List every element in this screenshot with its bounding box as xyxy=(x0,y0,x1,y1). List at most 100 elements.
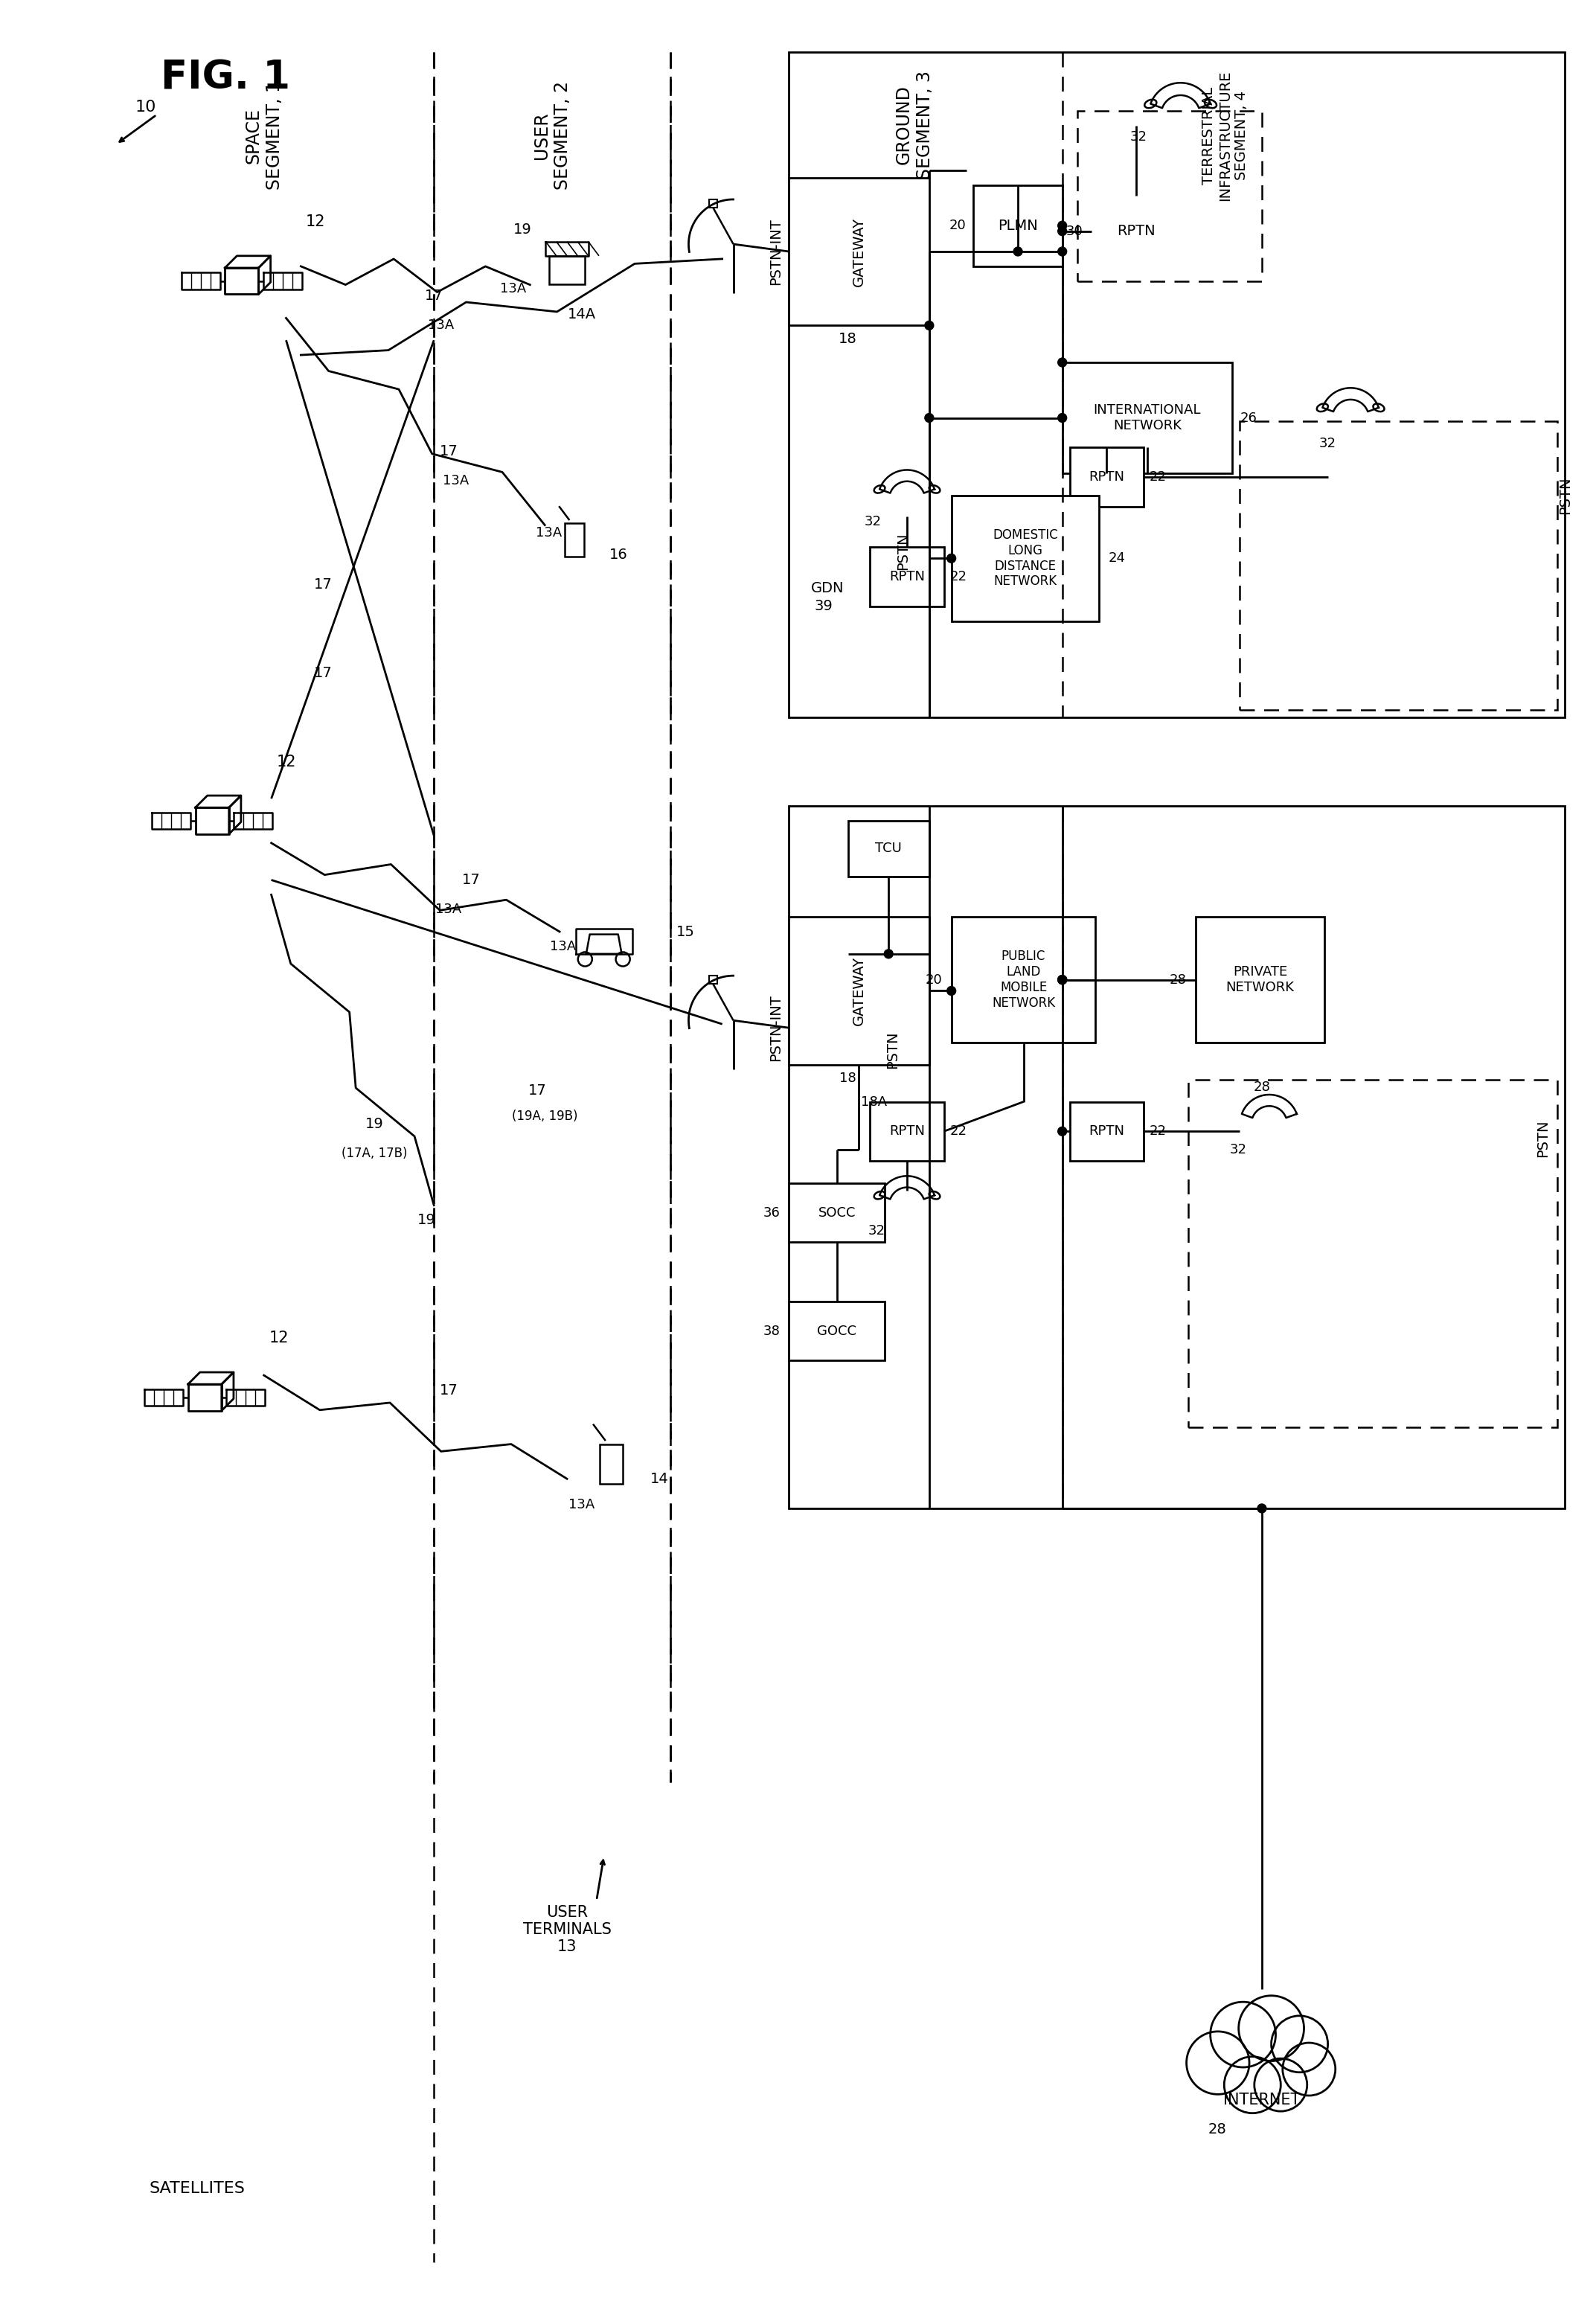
Text: 17: 17 xyxy=(461,874,480,888)
Ellipse shape xyxy=(875,1192,886,1199)
Text: 19: 19 xyxy=(365,1118,385,1132)
Bar xyxy=(974,186,1063,267)
Bar xyxy=(1195,918,1325,1043)
Circle shape xyxy=(1258,1504,1266,1513)
Ellipse shape xyxy=(1373,404,1384,411)
Text: 18: 18 xyxy=(838,332,857,346)
Bar xyxy=(951,495,1100,621)
Text: RPTN: RPTN xyxy=(1088,1125,1125,1139)
Circle shape xyxy=(1058,1127,1066,1136)
Text: 13A: 13A xyxy=(535,525,562,539)
Circle shape xyxy=(1058,221,1066,230)
Text: 13A: 13A xyxy=(428,318,455,332)
Circle shape xyxy=(1058,976,1066,983)
Text: 38: 38 xyxy=(763,1325,780,1339)
Text: 12: 12 xyxy=(276,755,295,769)
Text: 22: 22 xyxy=(1149,469,1167,483)
Ellipse shape xyxy=(929,486,940,493)
Text: PSTN-INT: PSTN-INT xyxy=(768,218,782,286)
Text: 16: 16 xyxy=(610,548,627,562)
Text: RPTN: RPTN xyxy=(1117,223,1156,239)
Bar xyxy=(549,256,584,284)
Text: INTERNET: INTERNET xyxy=(1224,2092,1301,2108)
Text: 18A: 18A xyxy=(860,1095,887,1109)
Text: INTERNATIONAL
NETWORK: INTERNATIONAL NETWORK xyxy=(1093,404,1202,432)
Text: 28: 28 xyxy=(1253,1081,1270,1095)
Bar xyxy=(1092,195,1181,267)
Text: SPACE
SEGMENT, 1: SPACE SEGMENT, 1 xyxy=(244,81,282,191)
Bar xyxy=(788,177,929,325)
Text: 10: 10 xyxy=(136,100,156,114)
Text: SATELLITES: SATELLITES xyxy=(150,2182,246,2196)
Text: 22: 22 xyxy=(950,569,967,583)
Text: (19A, 19B): (19A, 19B) xyxy=(512,1111,578,1122)
Text: PLMN: PLMN xyxy=(998,218,1037,232)
Text: SOCC: SOCC xyxy=(819,1206,855,1220)
Circle shape xyxy=(1058,358,1066,367)
Text: GATEWAY: GATEWAY xyxy=(852,955,867,1025)
Text: 20: 20 xyxy=(926,974,943,985)
Bar xyxy=(951,918,1095,1043)
Text: 22: 22 xyxy=(950,1125,967,1139)
Text: USER
SEGMENT, 2: USER SEGMENT, 2 xyxy=(533,81,571,191)
Ellipse shape xyxy=(1237,1111,1246,1118)
Bar xyxy=(709,976,717,983)
Ellipse shape xyxy=(1205,100,1216,107)
Text: 13A: 13A xyxy=(436,902,461,916)
Bar xyxy=(1187,1081,1558,1427)
Circle shape xyxy=(946,985,956,995)
Text: USER
TERMINALS
13: USER TERMINALS 13 xyxy=(523,1906,611,1954)
Ellipse shape xyxy=(1144,100,1157,107)
Text: 19: 19 xyxy=(514,223,531,237)
Text: 30: 30 xyxy=(1066,225,1084,237)
Text: DOMESTIC
LONG
DISTANCE
NETWORK: DOMESTIC LONG DISTANCE NETWORK xyxy=(993,528,1058,588)
Circle shape xyxy=(1058,976,1066,983)
Text: 26: 26 xyxy=(1240,411,1256,425)
Bar xyxy=(788,1183,884,1243)
Text: PSTN: PSTN xyxy=(1535,1120,1550,1157)
Circle shape xyxy=(924,414,934,423)
Ellipse shape xyxy=(929,1192,940,1199)
Text: 32: 32 xyxy=(868,1225,884,1239)
Circle shape xyxy=(884,951,894,957)
Circle shape xyxy=(1058,228,1066,235)
Ellipse shape xyxy=(1317,404,1328,411)
Text: 28: 28 xyxy=(1208,2122,1227,2136)
Text: PSTN: PSTN xyxy=(897,532,910,569)
Text: PSTN: PSTN xyxy=(1558,476,1572,514)
Text: FIG. 1: FIG. 1 xyxy=(161,58,290,98)
Text: TCU: TCU xyxy=(875,841,902,855)
Bar xyxy=(709,200,717,207)
Bar xyxy=(1240,421,1558,709)
Text: 18: 18 xyxy=(839,1071,857,1085)
Text: 32: 32 xyxy=(1318,437,1336,451)
Text: GDN: GDN xyxy=(811,581,844,595)
Text: 14A: 14A xyxy=(568,307,595,321)
Text: PRIVATE
NETWORK: PRIVATE NETWORK xyxy=(1226,964,1294,995)
Bar xyxy=(847,820,929,876)
Circle shape xyxy=(1117,246,1125,256)
Ellipse shape xyxy=(875,486,886,493)
Text: 13A: 13A xyxy=(444,474,469,488)
Bar xyxy=(870,546,943,607)
Text: 36: 36 xyxy=(763,1206,780,1220)
Bar xyxy=(1069,449,1144,507)
Text: PSTN: PSTN xyxy=(886,1032,899,1069)
Bar xyxy=(1069,1102,1144,1162)
Text: 19: 19 xyxy=(417,1213,436,1227)
Text: 20: 20 xyxy=(950,218,966,232)
Text: 17: 17 xyxy=(528,1083,546,1097)
Circle shape xyxy=(1058,976,1066,983)
Bar xyxy=(788,1301,884,1360)
Text: GATEWAY: GATEWAY xyxy=(852,216,867,286)
Text: 15: 15 xyxy=(677,925,694,939)
Text: 32: 32 xyxy=(1130,130,1148,144)
Text: GROUND
SEGMENT, 3: GROUND SEGMENT, 3 xyxy=(895,70,934,179)
Text: 32: 32 xyxy=(1231,1143,1246,1157)
Circle shape xyxy=(924,321,934,330)
Text: 17: 17 xyxy=(439,444,458,458)
Text: 17: 17 xyxy=(314,667,332,681)
Text: 13A: 13A xyxy=(551,939,576,953)
Bar xyxy=(565,523,584,558)
Text: GOCC: GOCC xyxy=(817,1325,857,1339)
